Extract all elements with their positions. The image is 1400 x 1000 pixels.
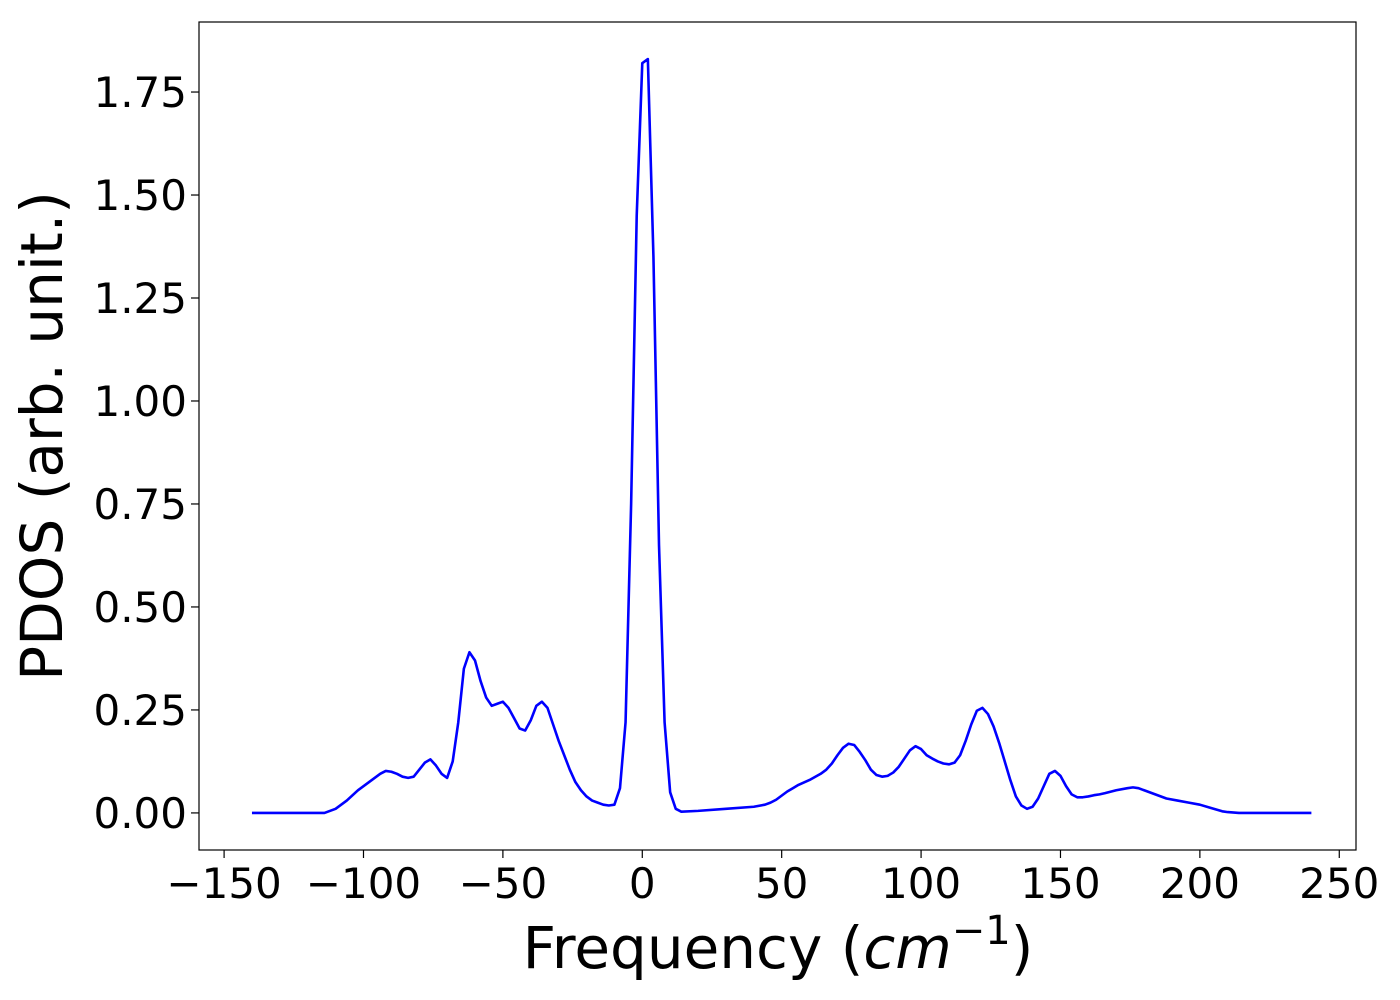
x-tick-label: 100 <box>881 859 961 908</box>
x-tick-label: 0 <box>629 859 656 908</box>
y-axis-ticks: 0.00 0.25 0.50 0.75 1.00 1.25 1.50 1.75 <box>93 68 199 838</box>
y-tick-label: 0.00 <box>93 789 187 838</box>
y-tick-label: 1.00 <box>93 377 187 426</box>
x-tick-label: 200 <box>1160 859 1240 908</box>
plot-frame <box>198 21 1357 851</box>
series-line-0 <box>251 57 1312 815</box>
y-tick-label: 1.50 <box>93 171 187 220</box>
plot-area <box>198 21 1357 851</box>
x-tick-label: 50 <box>755 859 808 908</box>
y-tick-label: 0.75 <box>93 480 187 529</box>
x-axis-ticks: −150 −100 −50 0 50 100 150 200 250 <box>166 850 1379 908</box>
y-tick-label: 1.75 <box>93 68 187 117</box>
x-tick-label: 250 <box>1299 859 1379 908</box>
x-tick-label: −150 <box>166 859 281 908</box>
y-tick-label: 0.25 <box>93 686 187 735</box>
x-tick-label: −50 <box>459 859 548 908</box>
x-tick-label: 150 <box>1020 859 1100 908</box>
y-tick-label: 1.25 <box>93 274 187 323</box>
x-tick-label: −100 <box>306 859 421 908</box>
y-tick-label: 0.50 <box>93 583 187 632</box>
y-axis-label: PDOS (arb. unit.) <box>8 191 76 681</box>
x-axis-label: Frequency (cm−1) <box>523 908 1034 982</box>
